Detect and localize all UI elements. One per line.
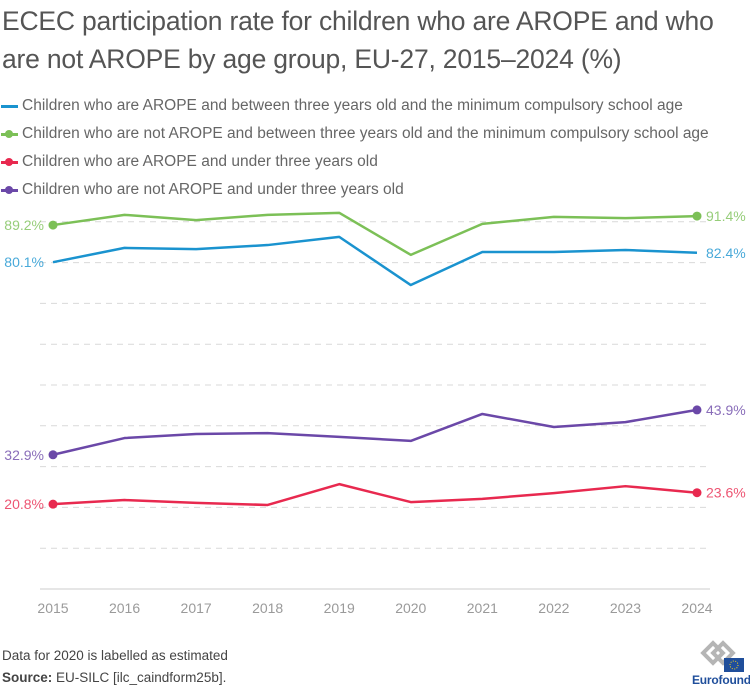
- eurofound-logo-icon: [700, 640, 744, 672]
- x-tick-label: 2017: [181, 600, 212, 616]
- end-value-label: 23.6%: [706, 485, 746, 501]
- legend-item-arope-under3[interactable]: Children who are AROPE and under three y…: [0, 148, 750, 176]
- legend-label: Children who are AROPE and under three y…: [22, 153, 378, 170]
- source-text: EU-SILC [ilc_caindform25b].: [52, 670, 227, 685]
- x-tick-label: 2015: [37, 600, 68, 616]
- start-value-label: 89.2%: [4, 217, 44, 233]
- legend-line-icon: [0, 99, 18, 113]
- x-tick-label: 2016: [109, 600, 140, 616]
- x-tick-label: 2021: [467, 600, 498, 616]
- data-point: [692, 211, 702, 221]
- series-line: [52, 482, 698, 507]
- x-tick-label: 2020: [395, 600, 426, 616]
- start-value-label: 32.9%: [4, 447, 44, 463]
- x-tick-label: 2023: [610, 600, 641, 616]
- eurofound-logo[interactable]: Eurofound: [692, 640, 750, 688]
- x-tick-label: 2019: [324, 600, 355, 616]
- logo-text: Eurofound: [692, 673, 750, 687]
- end-value-label: 82.4%: [706, 245, 746, 261]
- legend-item-not-arope-under3[interactable]: Children who are not AROPE and under thr…: [0, 176, 750, 204]
- end-value-label: 43.9%: [706, 402, 746, 418]
- x-tick-label: 2018: [252, 600, 283, 616]
- legend-label: Children who are AROPE and between three…: [22, 97, 683, 114]
- x-tick-label: 2022: [538, 600, 569, 616]
- legend-label: Children who are not AROPE and between t…: [22, 125, 709, 142]
- data-point: [48, 450, 58, 460]
- start-value-label: 80.1%: [4, 254, 44, 270]
- data-point: [48, 220, 58, 230]
- legend-dot-icon: [0, 183, 18, 197]
- legend-label: Children who are not AROPE and under thr…: [22, 181, 404, 198]
- footer-source: Source: EU-SILC [ilc_caindform25b].: [2, 670, 226, 685]
- series-line: [52, 211, 698, 257]
- series-line: [52, 408, 698, 456]
- x-tick-label: 2024: [681, 600, 712, 616]
- start-value-label: 20.8%: [4, 496, 44, 512]
- legend-item-arope-3plus[interactable]: Children who are AROPE and between three…: [0, 92, 750, 120]
- data-point: [48, 499, 58, 509]
- end-value-label: 91.4%: [706, 208, 746, 224]
- legend: Children who are AROPE and between three…: [0, 92, 750, 204]
- chart-title: ECEC participation rate for children who…: [2, 6, 714, 74]
- series-line: [52, 235, 698, 287]
- data-point: [692, 405, 702, 415]
- legend-dot-icon: [0, 127, 18, 141]
- footer-note: Data for 2020 is labelled as estimated: [2, 648, 228, 663]
- legend-dot-icon: [0, 155, 18, 169]
- legend-item-not-arope-3plus[interactable]: Children who are not AROPE and between t…: [0, 120, 750, 148]
- source-label: Source:: [2, 670, 53, 685]
- data-point: [692, 488, 702, 498]
- line-chart: 2015 2016 2017 2018 2019 2020 2021 2022 2023 2024…: [4, 208, 746, 616]
